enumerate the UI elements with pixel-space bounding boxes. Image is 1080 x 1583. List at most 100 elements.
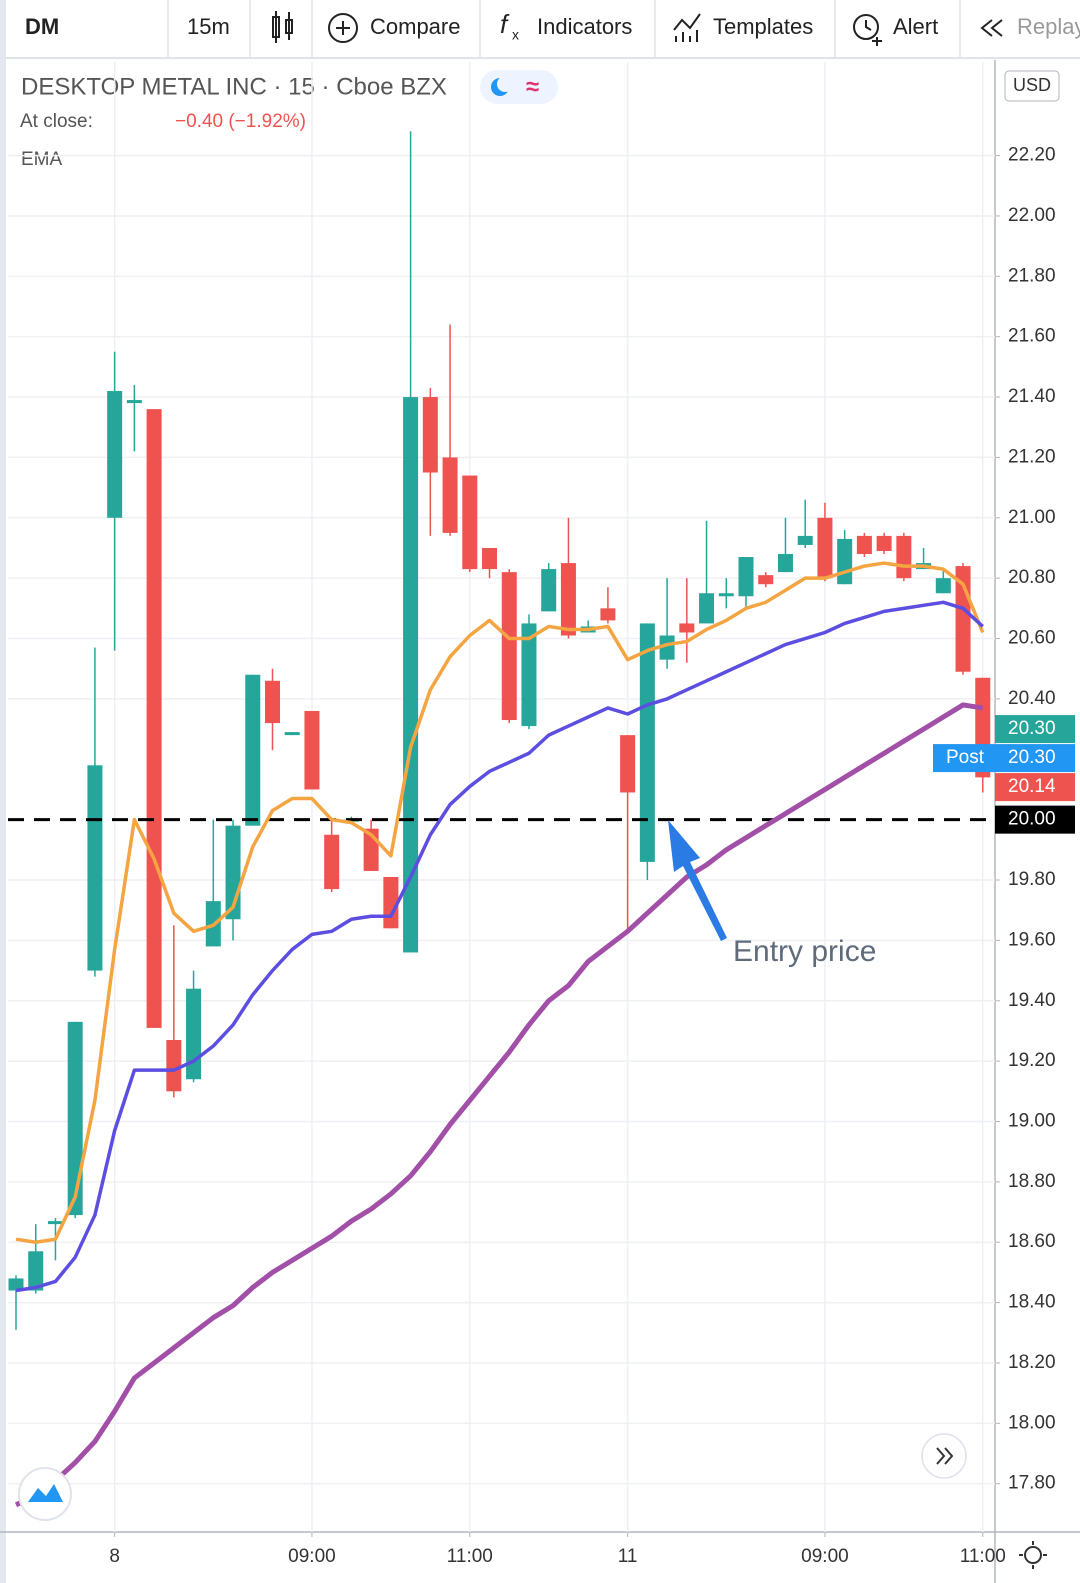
x-tick-label: 8 (109, 1546, 120, 1567)
candle-body (482, 547, 498, 570)
candle-body (501, 572, 517, 721)
y-tick-label: 19.60 (1008, 929, 1056, 950)
settings-button[interactable] (1019, 1541, 1047, 1569)
price-tag-label: 20.30 (1008, 747, 1056, 768)
candle-body (166, 1039, 182, 1092)
candle-body (186, 988, 202, 1080)
plot-area (8, 131, 995, 1508)
candle-body (67, 1021, 83, 1216)
candle-body (777, 554, 793, 573)
logo-button[interactable] (18, 1467, 72, 1521)
toolbar: DM 15m Compare f x Indicators Templates … (0, 0, 1080, 59)
candle-body (403, 397, 419, 953)
candle-body (462, 475, 478, 570)
y-tick-label: 18.20 (1008, 1352, 1056, 1373)
annotation: Entry price (733, 935, 876, 968)
x-axis: 8 09:00 11:00 11 09:00 11:00 (109, 1532, 1006, 1567)
y-tick-label: 19.20 (1008, 1050, 1056, 1071)
symbol[interactable]: DM (25, 14, 59, 39)
y-tick-label: 18.40 (1008, 1292, 1056, 1313)
candle-body (107, 391, 123, 518)
replay-icon[interactable] (980, 19, 1003, 37)
candle-body (126, 400, 142, 404)
toolbar-separators (167, 0, 961, 58)
candle-body (28, 1251, 44, 1291)
y-tick-label: 18.80 (1008, 1171, 1056, 1192)
ema-line (14, 702, 984, 1508)
y-tick-label: 19.40 (1008, 990, 1056, 1011)
y-tick-label: 21.40 (1008, 386, 1056, 407)
candle-body (856, 535, 872, 555)
y-tick-label: 18.00 (1008, 1412, 1056, 1433)
indicators-icon[interactable]: f (500, 9, 510, 39)
y-tick-label: 17.80 (1008, 1473, 1056, 1494)
candle-body (87, 765, 103, 971)
indicator-label: EMA (21, 149, 63, 170)
indicators-button[interactable]: Indicators (537, 14, 632, 39)
x-tick-label: 11 (618, 1546, 638, 1567)
candle-body (876, 535, 892, 551)
y-tick-label: 21.60 (1008, 326, 1056, 347)
candle-body (264, 680, 280, 724)
candle-body (659, 635, 675, 660)
y-tick-label: 19.80 (1008, 869, 1056, 890)
candle-body (521, 623, 537, 727)
price-tag-name: Post (946, 747, 985, 768)
y-tick-label: 20.80 (1008, 567, 1056, 588)
y-tick-label: 22.20 (1008, 145, 1056, 166)
currency-box[interactable] (1004, 70, 1060, 102)
left-edge (0, 0, 6, 1583)
candle-body (324, 834, 340, 890)
candle-body (146, 409, 162, 1028)
status-pill[interactable]: ≈ (480, 70, 558, 104)
candle-body (718, 593, 734, 597)
x-tick-label: 11:00 (960, 1546, 1006, 1567)
interval[interactable]: 15m (187, 14, 230, 39)
candle-body (245, 674, 261, 826)
templates-button[interactable]: Templates (713, 14, 813, 39)
candle-body (699, 593, 715, 624)
replay-button[interactable]: Replay (1017, 14, 1080, 39)
currency[interactable]: USD (1013, 75, 1051, 95)
candle-body (422, 397, 438, 473)
candle-body (8, 1278, 24, 1291)
candle-body (600, 608, 616, 621)
ema-line (15, 600, 984, 1293)
candle-body (837, 538, 853, 585)
candle-body (560, 563, 576, 636)
alert-button[interactable]: Alert (893, 14, 938, 39)
candle-body (738, 557, 754, 597)
compare-button[interactable]: Compare (370, 14, 460, 39)
chart-title: DESKTOP METAL INC · 15 · Cboe BZX (21, 73, 447, 100)
ema-line (15, 561, 985, 1244)
candle-body (935, 578, 951, 594)
y-tick-label: 22.00 (1008, 205, 1056, 226)
candle-body (679, 623, 695, 633)
candle-body (284, 732, 300, 736)
alert-icon[interactable] (853, 14, 882, 46)
close-change: −0.40 (−1.92%) (175, 111, 306, 132)
y-tick-label: 18.60 (1008, 1231, 1056, 1252)
templates-icon[interactable] (673, 13, 701, 42)
scroll-button[interactable] (921, 1433, 967, 1479)
compare-icon[interactable] (328, 13, 358, 43)
chart-type-icon[interactable] (272, 11, 293, 43)
y-tick-label: 21.00 (1008, 507, 1056, 528)
x-tick-label: 11:00 (447, 1546, 493, 1567)
y-tick-label: 20.60 (1008, 628, 1056, 649)
price-tag-label: 20.14 (1008, 776, 1056, 797)
candle-body (47, 1221, 63, 1225)
price-tag-label: 20.30 (1008, 718, 1056, 739)
x-tick-label: 09:00 (288, 1546, 336, 1567)
candle-body (797, 535, 813, 545)
hline-tag (995, 805, 1075, 834)
price-tag (995, 715, 1075, 744)
candle-body (896, 535, 912, 579)
indicators-icon-x[interactable]: x (512, 27, 519, 43)
y-tick-label: 20.40 (1008, 688, 1056, 709)
candle-body (442, 457, 458, 533)
candle-body (620, 735, 636, 793)
candle-body (304, 710, 320, 790)
y-tick-label: 19.00 (1008, 1111, 1056, 1132)
